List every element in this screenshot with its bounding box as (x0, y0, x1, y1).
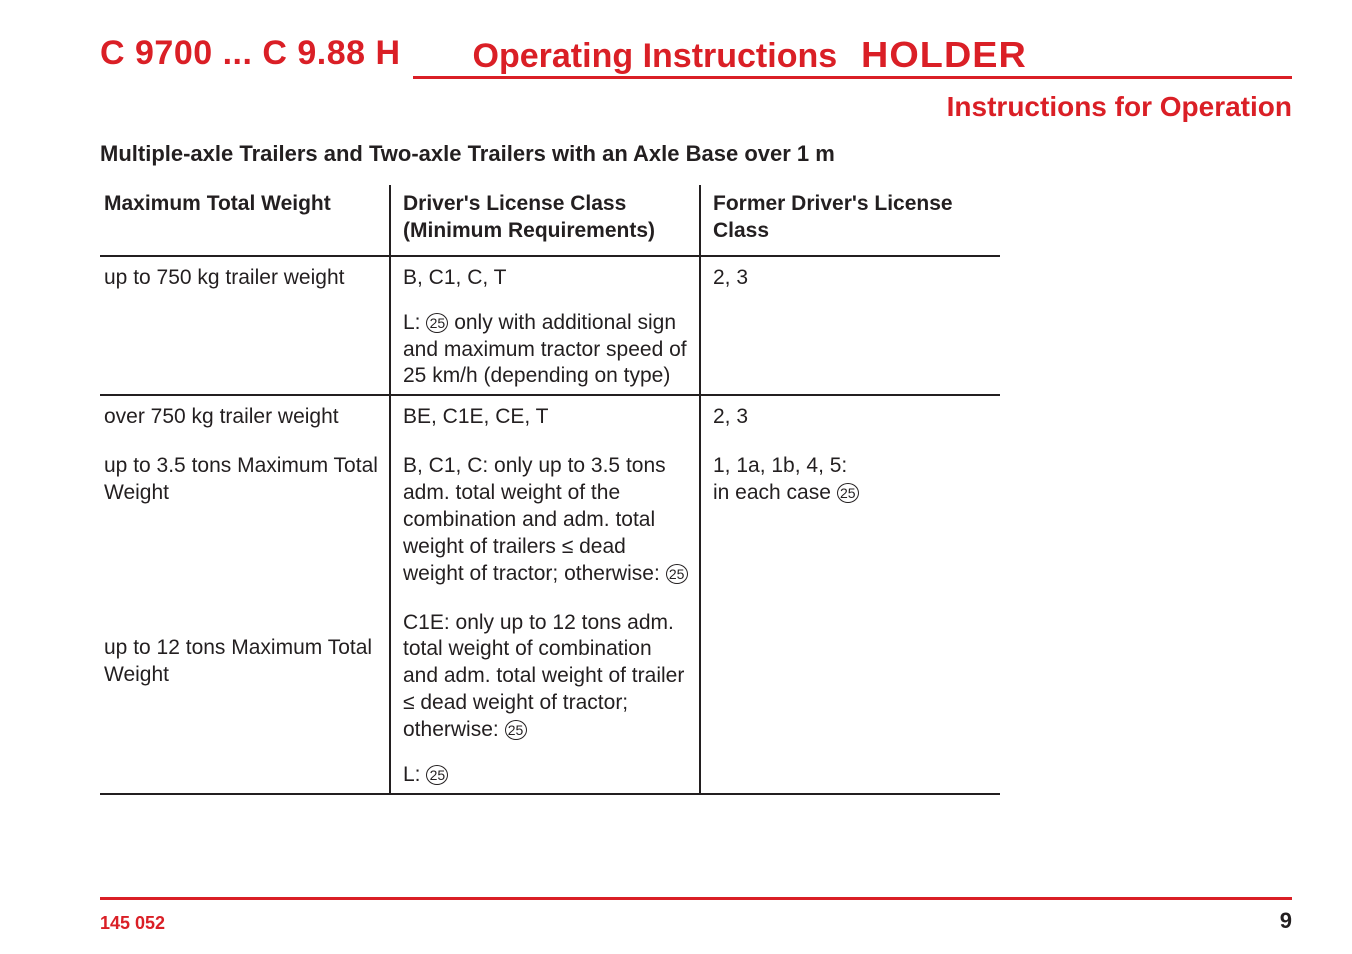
cell-license-class: BE, C1E, CE, T B, C1, C: only up to 3.5 … (390, 395, 700, 794)
table-header-row: Maximum Total Weight Driver's License Cl… (100, 185, 1000, 256)
cell-text: L: (403, 311, 426, 334)
table-row: up to 750 kg trailer weight B, C1, C, T … (100, 256, 1000, 396)
cell-text: 1, 1a, 1b, 4, 5: (713, 454, 847, 477)
brand-logo: HOLDER (861, 34, 1027, 76)
operating-instructions-title: Operating Instructions (473, 37, 838, 76)
page: C 9700 ... C 9.88 H Operating Instructio… (0, 0, 1352, 954)
circle-25-icon: 25 (505, 720, 527, 740)
cell-text: up to 3.5 tons Maximum Total Weight (104, 454, 378, 504)
cell-former-class: 2, 3 (700, 256, 1000, 396)
cell-max-weight: up to 750 kg trailer weight (100, 256, 390, 396)
cell-text: in each case (713, 481, 837, 504)
circle-25-icon: 25 (426, 765, 448, 785)
footer-page-number: 9 (1280, 908, 1292, 934)
cell-text: over 750 kg trailer weight (104, 405, 339, 428)
cell-former-class: 2, 3 1, 1a, 1b, 4, 5: in each case 25 (700, 395, 1000, 794)
cell-license-class: B, C1, C, T L: 25 only with additional s… (390, 256, 700, 396)
footer-doc-number: 145 052 (100, 913, 165, 934)
cell-text: 2, 3 (713, 405, 748, 428)
footer-rule (100, 897, 1292, 900)
license-table: Maximum Total Weight Driver's License Cl… (100, 185, 1000, 807)
cell-text: BE, C1E, CE, T (403, 405, 549, 428)
header-rule-wrap: Operating Instructions HOLDER (401, 28, 1292, 79)
cell-text: B, C1, C, T (403, 266, 506, 289)
col-header-former-class: Former Driver's License Class (700, 185, 1000, 256)
col-header-license-class: Driver's License Class (Minimum Requirem… (390, 185, 700, 256)
circle-25-icon: 25 (666, 564, 688, 584)
col-header-max-weight: Maximum Total Weight (100, 185, 390, 256)
cell-text: C1E: only up to 12 tons adm. total weigh… (403, 611, 684, 742)
model-label: C 9700 ... C 9.88 H (100, 34, 401, 73)
header-rule (413, 76, 1292, 79)
cell-text: B, C1, C: only up to 3.5 tons adm. total… (403, 454, 666, 585)
table-row: over 750 kg trailer weight up to 3.5 ton… (100, 395, 1000, 794)
section-title: Instructions for Operation (100, 91, 1292, 123)
circle-25-icon: 25 (837, 483, 859, 503)
cell-text: up to 12 tons Maximum Total Weight (104, 636, 372, 686)
cell-text: L: (403, 763, 426, 786)
table-title: Multiple-axle Trailers and Two-axle Trai… (100, 141, 1292, 167)
circle-25-icon: 25 (426, 313, 448, 333)
table-bottom-rule (100, 794, 1000, 807)
cell-max-weight: over 750 kg trailer weight up to 3.5 ton… (100, 395, 390, 794)
header-row: C 9700 ... C 9.88 H Operating Instructio… (100, 28, 1292, 79)
